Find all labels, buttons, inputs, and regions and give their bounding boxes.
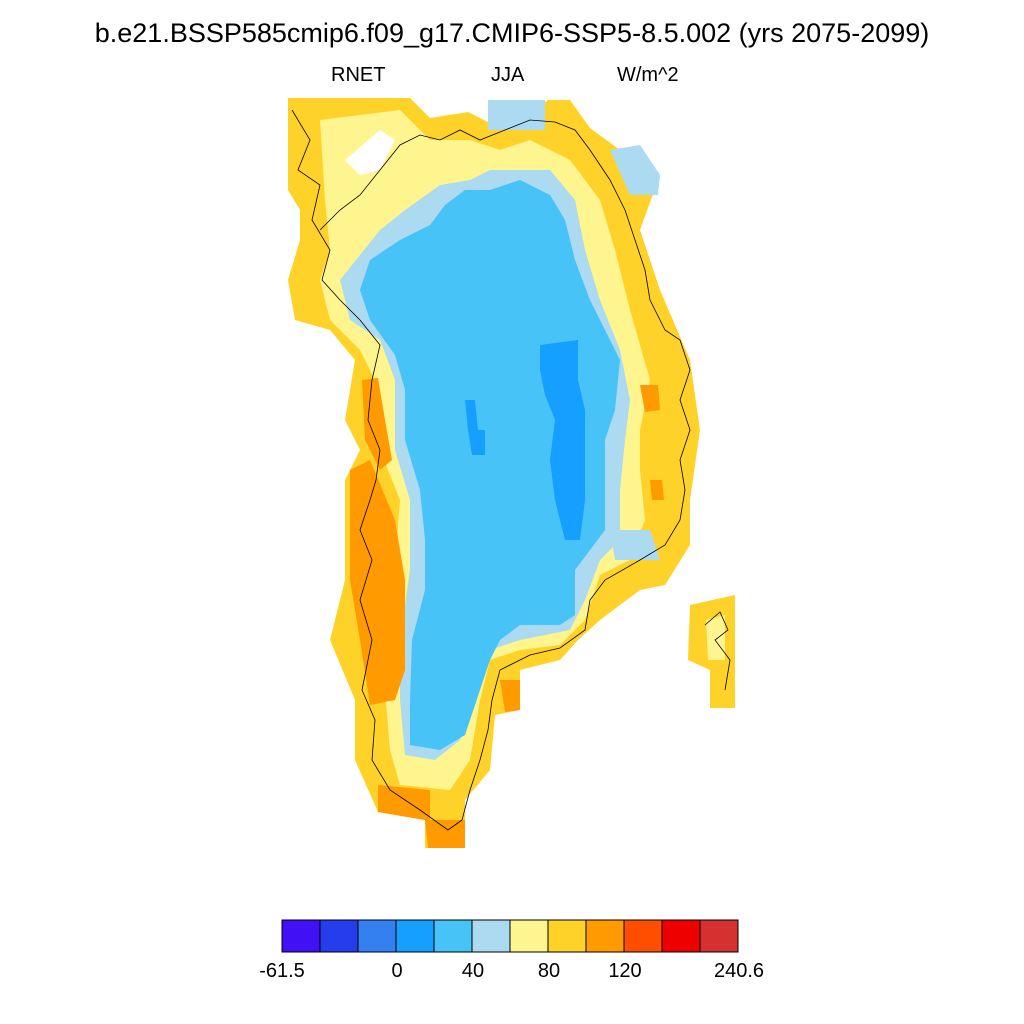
ice-interior-deep-small (465, 400, 485, 455)
northwest-gap (345, 130, 395, 175)
coastline (291, 109, 691, 831)
east-light-blue (610, 530, 660, 560)
colorbar-swatch (433, 919, 473, 953)
colorbar-tick-label: 80 (537, 960, 561, 982)
northeast-light-blue (610, 145, 660, 195)
colorbar-swatch (319, 919, 359, 953)
colorbar-swatch (509, 919, 549, 953)
ice-interior-deep (540, 340, 585, 540)
southeast-island-pale (706, 615, 725, 660)
season-label: JJA (491, 64, 525, 86)
plot-title: b.e21.BSSP585cmip6.f09_g17.CMIP6-SSP5-8.… (94, 18, 930, 48)
west-coast-orange (350, 460, 405, 705)
colorbar-swatch (585, 919, 625, 953)
east-coast-orange (640, 385, 660, 412)
colorbar-swatch (471, 919, 511, 953)
colorbar-tick-label: 240.6 (713, 960, 765, 982)
south-tip-orange (378, 785, 465, 848)
colorbar-tick-label: 120 (608, 960, 642, 982)
colorbar-tick-label: -61.5 (259, 960, 305, 982)
colorbar-swatch (699, 919, 739, 953)
north-light-blue (488, 100, 545, 130)
units-label: W/m^2 (617, 64, 679, 86)
colorbar-tick-label: 40 (461, 960, 485, 982)
colorbar-swatch (395, 919, 435, 953)
east-coast-orange-2 (650, 480, 664, 500)
colorbar-swatch (661, 919, 701, 953)
ice-sheet-interior (360, 180, 620, 750)
south-orange-patch (500, 680, 520, 712)
colorbar-swatch (357, 919, 397, 953)
greenland-map (288, 98, 735, 848)
colorbar-swatch (623, 919, 663, 953)
variable-label: RNET (331, 64, 386, 86)
colorbar-swatch (281, 919, 321, 953)
colorbar-tick-label: 0 (391, 960, 403, 982)
island-coastline (704, 611, 731, 691)
colorbar-swatch (547, 919, 587, 953)
